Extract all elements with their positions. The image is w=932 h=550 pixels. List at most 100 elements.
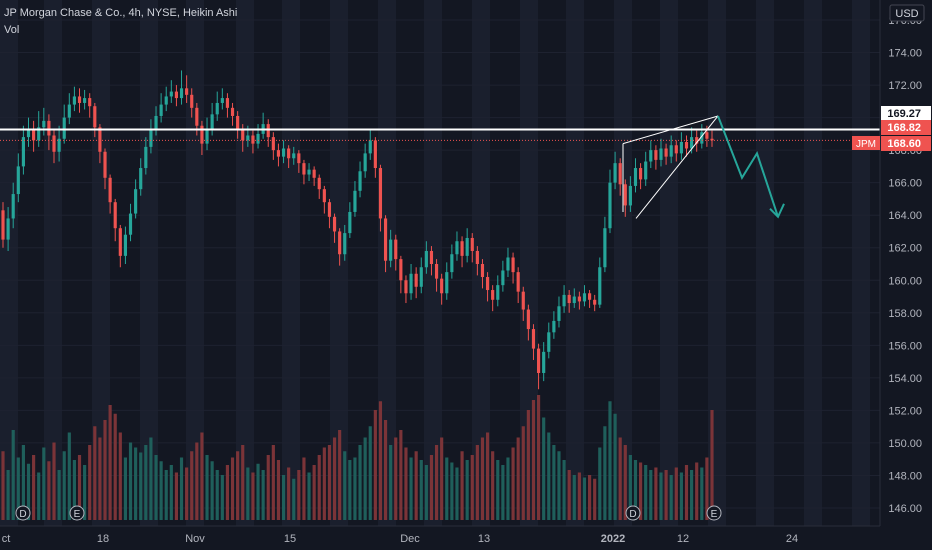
candle-body[interactable] bbox=[210, 114, 214, 129]
candle-body[interactable] bbox=[6, 218, 10, 240]
candle-body[interactable] bbox=[603, 228, 607, 268]
candle-body[interactable] bbox=[363, 153, 367, 172]
candle-body[interactable] bbox=[185, 88, 189, 95]
candle-body[interactable] bbox=[26, 128, 31, 138]
candle-body[interactable] bbox=[37, 127, 41, 141]
candle-body[interactable] bbox=[149, 128, 153, 147]
candle-body[interactable] bbox=[419, 267, 423, 287]
candle-body[interactable] bbox=[582, 293, 587, 302]
candle-body[interactable] bbox=[455, 241, 459, 255]
volume-legend[interactable]: Vol bbox=[4, 24, 19, 36]
dividend-icon[interactable]: D bbox=[15, 505, 31, 521]
candle-body[interactable] bbox=[21, 137, 25, 167]
candle-body[interactable] bbox=[230, 107, 235, 116]
candle-body[interactable] bbox=[557, 306, 561, 321]
candle-body[interactable] bbox=[644, 161, 648, 180]
time-axis[interactable] bbox=[0, 526, 932, 550]
candle-body[interactable] bbox=[705, 132, 709, 139]
candle-body[interactable] bbox=[628, 185, 632, 206]
candle-body[interactable] bbox=[179, 88, 184, 99]
candle-body[interactable] bbox=[108, 177, 112, 203]
candle-body[interactable] bbox=[511, 257, 515, 273]
candle-body[interactable] bbox=[567, 294, 571, 304]
candle-body[interactable] bbox=[67, 104, 71, 118]
candle-body[interactable] bbox=[72, 96, 76, 105]
candle-body[interactable] bbox=[598, 267, 602, 305]
candle-body[interactable] bbox=[373, 140, 377, 169]
candle-body[interactable] bbox=[710, 138, 714, 141]
candle-body[interactable] bbox=[434, 264, 439, 279]
drawings[interactable] bbox=[0, 115, 880, 219]
candle-body[interactable] bbox=[700, 132, 704, 144]
candle-body[interactable] bbox=[338, 231, 342, 255]
wedge-lower-line[interactable] bbox=[635, 115, 719, 219]
price-axis[interactable] bbox=[880, 0, 932, 526]
candle-body[interactable] bbox=[654, 150, 658, 160]
candle-body[interactable] bbox=[440, 278, 444, 294]
candle-body[interactable] bbox=[649, 150, 653, 162]
candle-body[interactable] bbox=[343, 233, 347, 255]
candle-body[interactable] bbox=[251, 135, 255, 144]
candle-body[interactable] bbox=[506, 257, 510, 271]
candle-body[interactable] bbox=[312, 169, 316, 178]
currency-box[interactable] bbox=[889, 4, 925, 22]
candle-body[interactable] bbox=[159, 104, 163, 116]
candle-body[interactable] bbox=[236, 115, 240, 129]
candle-body[interactable] bbox=[47, 120, 51, 136]
candle-body[interactable] bbox=[445, 272, 449, 294]
candle-body[interactable] bbox=[93, 106, 97, 128]
candle-body[interactable] bbox=[292, 153, 296, 159]
candle-body[interactable] bbox=[491, 290, 495, 300]
candle-body[interactable] bbox=[164, 96, 168, 105]
candle-body[interactable] bbox=[32, 128, 36, 141]
candle-body[interactable] bbox=[190, 94, 194, 108]
candle-body[interactable] bbox=[572, 296, 576, 304]
candle-body[interactable] bbox=[103, 151, 107, 178]
candle-body[interactable] bbox=[16, 166, 20, 195]
candle-body[interactable] bbox=[98, 127, 102, 152]
candle-body[interactable] bbox=[358, 171, 362, 191]
candle-body[interactable] bbox=[113, 202, 117, 229]
candle-body[interactable] bbox=[77, 96, 82, 103]
candle-body[interactable] bbox=[378, 168, 383, 219]
candle-body[interactable] bbox=[588, 293, 592, 300]
candle-body[interactable] bbox=[536, 348, 541, 373]
candle-body[interactable] bbox=[118, 228, 122, 256]
candle-body[interactable] bbox=[134, 189, 138, 214]
candle-body[interactable] bbox=[271, 137, 275, 151]
candle-body[interactable] bbox=[465, 237, 469, 256]
candle-body[interactable] bbox=[139, 168, 143, 190]
candle-body[interactable] bbox=[516, 272, 520, 292]
candle-body[interactable] bbox=[205, 128, 209, 144]
candle-body[interactable] bbox=[317, 177, 321, 190]
earnings-icon[interactable]: E bbox=[69, 505, 85, 521]
candle-body[interactable] bbox=[348, 211, 352, 234]
candle-body[interactable] bbox=[674, 145, 678, 154]
candle-body[interactable] bbox=[128, 213, 133, 235]
candle-body[interactable] bbox=[52, 135, 56, 152]
candle-body[interactable] bbox=[501, 270, 505, 286]
candle-body[interactable] bbox=[287, 148, 291, 159]
candle-body[interactable] bbox=[62, 117, 66, 139]
candle-body[interactable] bbox=[577, 296, 581, 302]
candle-body[interactable] bbox=[659, 148, 663, 160]
candle-body[interactable] bbox=[154, 115, 158, 129]
candle-body[interactable] bbox=[414, 273, 418, 287]
candle-body[interactable] bbox=[297, 153, 301, 164]
candle-body[interactable] bbox=[174, 91, 179, 99]
candle-body[interactable] bbox=[552, 320, 556, 333]
candle-body[interactable] bbox=[542, 351, 546, 373]
candle-body[interactable] bbox=[690, 137, 694, 149]
candle-body[interactable] bbox=[684, 142, 689, 149]
candle-body[interactable] bbox=[633, 168, 638, 186]
candle-body[interactable] bbox=[11, 194, 15, 219]
candle-body[interactable] bbox=[83, 98, 87, 103]
candle-body[interactable] bbox=[496, 285, 500, 300]
candle-body[interactable] bbox=[521, 291, 525, 310]
candle-body[interactable] bbox=[409, 273, 413, 294]
candle-body[interactable] bbox=[256, 133, 260, 144]
candle-body[interactable] bbox=[618, 163, 622, 185]
candle-body[interactable] bbox=[593, 299, 597, 305]
candle-body[interactable] bbox=[394, 239, 398, 260]
candle-body[interactable] bbox=[42, 120, 46, 128]
